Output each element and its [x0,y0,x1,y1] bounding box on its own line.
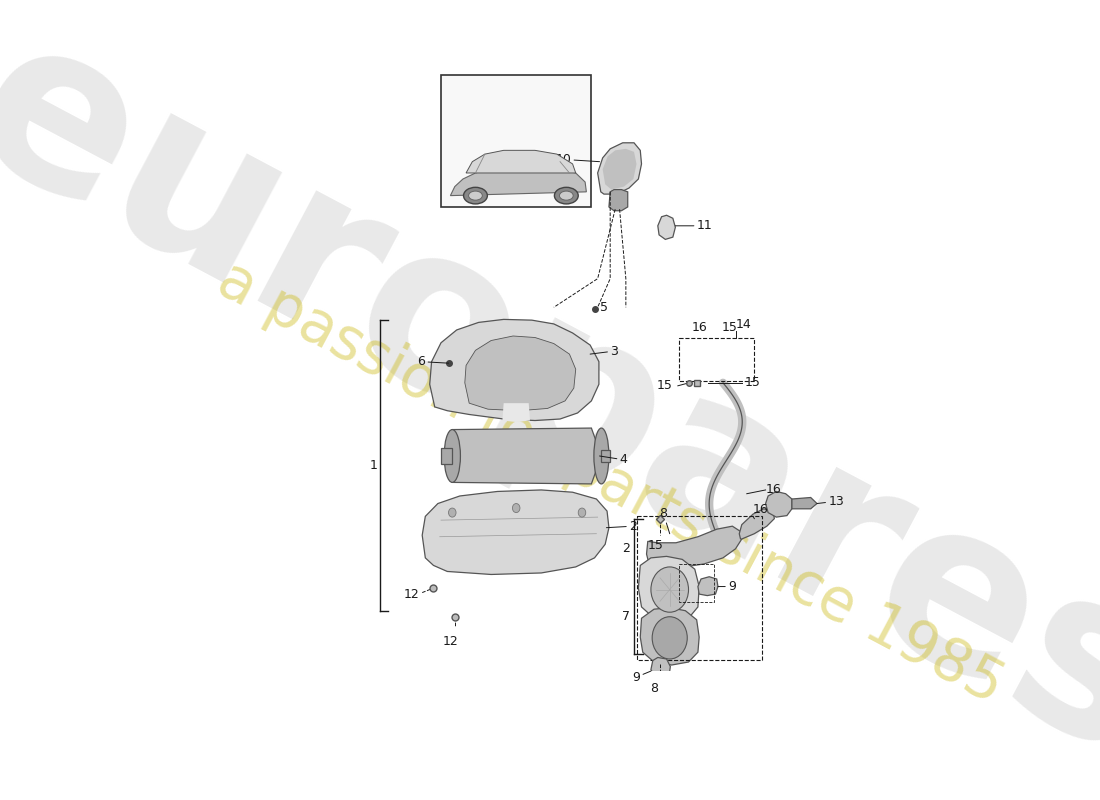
Text: 5: 5 [601,301,608,314]
Text: 11: 11 [675,219,713,232]
Text: 8: 8 [650,682,658,695]
Text: 15: 15 [657,379,673,392]
Text: 15: 15 [745,376,760,390]
Bar [679,564,714,602]
Text: 14: 14 [736,318,751,331]
Text: 9: 9 [632,670,651,684]
Ellipse shape [554,187,579,204]
Ellipse shape [444,430,461,482]
Circle shape [449,508,456,517]
Text: 2: 2 [606,520,637,533]
Text: 1: 1 [370,459,377,472]
Text: 13: 13 [817,494,844,508]
Circle shape [651,567,689,612]
Polygon shape [503,403,530,422]
Text: 15: 15 [648,539,664,552]
Text: a passion for parts since 1985: a passion for parts since 1985 [208,250,1013,714]
Circle shape [513,503,520,513]
Text: 16: 16 [766,483,781,497]
Ellipse shape [463,187,487,204]
Ellipse shape [469,191,483,200]
Bar [679,338,755,382]
Polygon shape [697,577,718,596]
Text: 8: 8 [659,507,670,534]
Polygon shape [441,449,452,463]
Polygon shape [792,498,817,509]
Bar [441,75,592,207]
Polygon shape [430,319,598,421]
Text: 10: 10 [556,153,600,166]
Polygon shape [766,491,792,517]
Text: 4: 4 [600,454,627,466]
Text: 12: 12 [442,635,459,648]
Text: 16: 16 [692,322,707,334]
Polygon shape [603,149,637,190]
Text: 7: 7 [623,610,630,623]
Polygon shape [658,215,675,239]
Circle shape [579,508,585,517]
Text: 15: 15 [722,322,738,334]
Polygon shape [638,556,700,622]
Text: 2: 2 [623,542,630,555]
Ellipse shape [594,428,609,484]
Polygon shape [466,150,575,173]
Polygon shape [647,526,741,569]
Polygon shape [739,509,774,539]
Polygon shape [651,658,670,678]
Text: 3: 3 [590,345,618,358]
Circle shape [652,617,688,659]
Polygon shape [452,428,602,484]
Text: 16: 16 [754,503,769,516]
Text: 6: 6 [418,355,449,368]
Polygon shape [597,142,641,194]
Ellipse shape [560,191,573,200]
Polygon shape [609,190,628,210]
Polygon shape [422,490,609,574]
Polygon shape [450,167,586,196]
Text: 12: 12 [404,587,419,601]
Polygon shape [465,336,575,410]
Polygon shape [640,608,700,665]
Polygon shape [602,450,610,462]
Text: 9: 9 [718,580,736,593]
Bar [637,516,762,660]
